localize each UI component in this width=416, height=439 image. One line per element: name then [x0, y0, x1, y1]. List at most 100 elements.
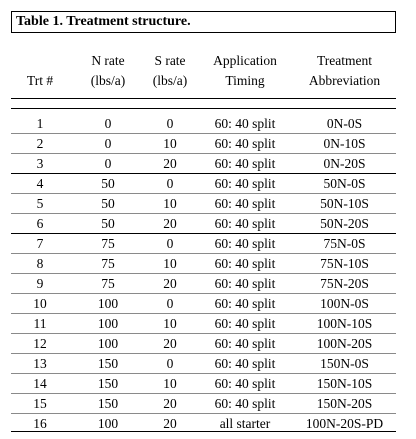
cell-s: 10	[163, 256, 177, 271]
cell-timing: all starter	[219, 416, 271, 431]
cell-abbr: 100N-20S-PD	[305, 416, 384, 431]
cell-abbr: 75N-0S	[323, 236, 366, 251]
cell-timing: 60: 40 split	[214, 316, 276, 331]
table-row: 1 0 0 60: 40 split 0N-0S	[11, 114, 396, 134]
cell-s: 0	[166, 116, 174, 131]
cell-n: 150	[97, 396, 119, 411]
cell-abbr: 50N-10S	[320, 196, 369, 211]
body-top-rule	[11, 108, 396, 109]
cell-abbr: 0N-10S	[323, 136, 366, 151]
header-n-rate-line2: (lbs/a)	[90, 73, 126, 88]
cell-timing: 60: 40 split	[214, 156, 276, 171]
cell-trt: 1	[36, 116, 44, 131]
table-caption-box: Table 1. Treatment structure.	[11, 11, 396, 33]
row-separator	[11, 313, 396, 314]
table-row: 9 75 20 60: 40 split 75N-20S	[11, 274, 396, 294]
cell-abbr: 50N-0S	[323, 176, 366, 191]
table-row: 14 150 10 60: 40 split 150N-10S	[11, 374, 396, 394]
cell-abbr: 100N-10S	[316, 316, 373, 331]
header-bottom-rule	[11, 98, 396, 99]
cell-s: 0	[166, 176, 174, 191]
cell-timing: 60: 40 split	[214, 116, 276, 131]
row-separator	[11, 193, 396, 194]
cell-timing: 60: 40 split	[214, 216, 276, 231]
row-separator	[11, 213, 396, 214]
cell-timing: 60: 40 split	[214, 136, 276, 151]
cell-trt: 13	[33, 356, 47, 371]
cell-timing: 60: 40 split	[214, 276, 276, 291]
cell-trt: 16	[33, 416, 47, 431]
cell-n: 75	[101, 276, 115, 291]
table-row: 12 100 20 60: 40 split 100N-20S	[11, 334, 396, 354]
cell-abbr: 50N-20S	[320, 216, 369, 231]
cell-trt: 11	[33, 316, 47, 331]
cell-n: 0	[104, 116, 112, 131]
table-bottom-rule	[11, 431, 396, 432]
cell-s: 10	[163, 316, 177, 331]
cell-timing: 60: 40 split	[214, 336, 276, 351]
header-abbr-line1: Treatment	[317, 53, 372, 68]
cell-trt: 5	[36, 196, 44, 211]
table-row: 8 75 10 60: 40 split 75N-10S	[11, 254, 396, 274]
table-row: 16 100 20 all starter 100N-20S-PD	[11, 414, 396, 434]
cell-trt: 15	[33, 396, 47, 411]
cell-s: 20	[163, 216, 177, 231]
cell-s: 20	[163, 336, 177, 351]
cell-trt: 10	[33, 296, 47, 311]
table-caption: Table 1. Treatment structure.	[16, 14, 191, 29]
cell-trt: 12	[33, 336, 47, 351]
header-n-rate-line1: N rate	[91, 53, 125, 68]
table-row: 10 100 0 60: 40 split 100N-0S	[11, 294, 396, 314]
cell-trt: 2	[36, 136, 44, 151]
cell-n: 100	[97, 316, 119, 331]
cell-n: 100	[97, 336, 119, 351]
cell-n: 0	[104, 156, 112, 171]
cell-s: 0	[166, 236, 174, 251]
cell-n: 100	[97, 296, 119, 311]
header-timing-line1: Application	[213, 53, 277, 68]
row-separator	[11, 153, 396, 154]
row-separator	[11, 253, 396, 254]
cell-timing: 60: 40 split	[214, 296, 276, 311]
cell-timing: 60: 40 split	[214, 176, 276, 191]
table-row: 11 100 10 60: 40 split 100N-10S	[11, 314, 396, 334]
table-row: 4 50 0 60: 40 split 50N-0S	[11, 174, 396, 194]
cell-abbr: 100N-20S	[316, 336, 373, 351]
row-separator	[11, 173, 396, 174]
cell-s: 20	[163, 416, 177, 431]
table-row: 15 150 20 60: 40 split 150N-20S	[11, 394, 396, 414]
cell-abbr: 75N-20S	[320, 276, 369, 291]
cell-abbr: 150N-20S	[316, 396, 373, 411]
row-separator	[11, 293, 396, 294]
header-abbr-line2: Abbreviation	[308, 73, 381, 88]
row-separator	[11, 413, 396, 414]
cell-s: 10	[163, 376, 177, 391]
cell-trt: 7	[36, 236, 44, 251]
cell-timing: 60: 40 split	[214, 356, 276, 371]
cell-abbr: 150N-10S	[316, 376, 373, 391]
cell-s: 20	[163, 276, 177, 291]
row-separator	[11, 373, 396, 374]
header-s-rate-line1: S rate	[154, 53, 186, 68]
cell-abbr: 0N-0S	[326, 116, 363, 131]
cell-n: 0	[104, 136, 112, 151]
cell-s: 0	[166, 356, 174, 371]
cell-s: 0	[166, 296, 174, 311]
header-trt: Trt #	[26, 73, 54, 88]
cell-s: 20	[163, 156, 177, 171]
table-row: 2 0 10 60: 40 split 0N-10S	[11, 134, 396, 154]
header-s-rate-line2: (lbs/a)	[152, 73, 188, 88]
cell-timing: 60: 40 split	[214, 396, 276, 411]
cell-n: 100	[97, 416, 119, 431]
row-separator	[11, 353, 396, 354]
cell-s: 10	[163, 196, 177, 211]
cell-trt: 8	[36, 256, 44, 271]
cell-abbr: 150N-0S	[320, 356, 369, 371]
row-separator	[11, 133, 396, 134]
cell-trt: 6	[36, 216, 44, 231]
cell-timing: 60: 40 split	[214, 196, 276, 211]
cell-trt: 14	[33, 376, 47, 391]
cell-n: 150	[97, 356, 119, 371]
cell-timing: 60: 40 split	[214, 376, 276, 391]
header-timing-line2: Timing	[225, 73, 265, 88]
